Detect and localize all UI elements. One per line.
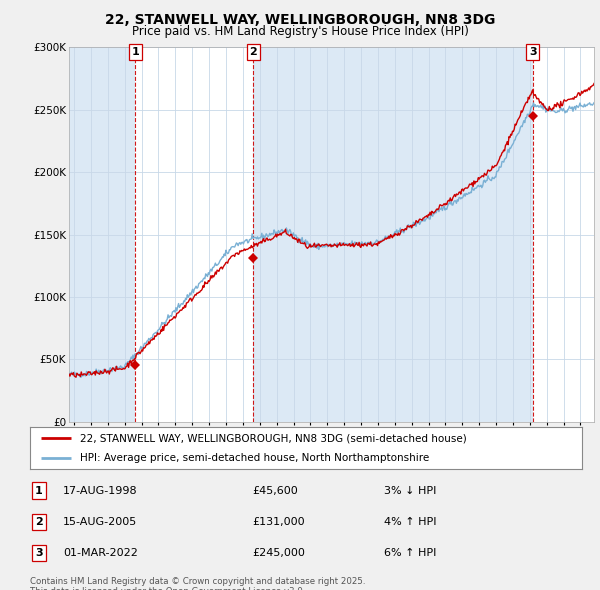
Text: 15-AUG-2005: 15-AUG-2005 <box>63 517 137 527</box>
Bar <box>135 47 253 422</box>
Text: 1: 1 <box>35 486 43 496</box>
Bar <box>69 47 135 422</box>
Text: 3% ↓ HPI: 3% ↓ HPI <box>384 486 436 496</box>
Text: Contains HM Land Registry data © Crown copyright and database right 2025.
This d: Contains HM Land Registry data © Crown c… <box>30 577 365 590</box>
Text: 1: 1 <box>131 47 139 57</box>
Bar <box>253 47 533 422</box>
Bar <box>533 47 594 422</box>
Text: £131,000: £131,000 <box>252 517 305 527</box>
Text: 17-AUG-1998: 17-AUG-1998 <box>63 486 137 496</box>
Text: 2: 2 <box>250 47 257 57</box>
Text: 4% ↑ HPI: 4% ↑ HPI <box>384 517 437 527</box>
Text: 3: 3 <box>529 47 536 57</box>
Text: Price paid vs. HM Land Registry's House Price Index (HPI): Price paid vs. HM Land Registry's House … <box>131 25 469 38</box>
Text: £45,600: £45,600 <box>252 486 298 496</box>
Text: HPI: Average price, semi-detached house, North Northamptonshire: HPI: Average price, semi-detached house,… <box>80 454 429 463</box>
Text: 01-MAR-2022: 01-MAR-2022 <box>63 548 138 558</box>
Text: 6% ↑ HPI: 6% ↑ HPI <box>384 548 436 558</box>
Text: 22, STANWELL WAY, WELLINGBOROUGH, NN8 3DG (semi-detached house): 22, STANWELL WAY, WELLINGBOROUGH, NN8 3D… <box>80 434 466 444</box>
Text: 2: 2 <box>35 517 43 527</box>
Text: 3: 3 <box>35 548 43 558</box>
Text: £245,000: £245,000 <box>252 548 305 558</box>
Text: 22, STANWELL WAY, WELLINGBOROUGH, NN8 3DG: 22, STANWELL WAY, WELLINGBOROUGH, NN8 3D… <box>105 13 495 27</box>
